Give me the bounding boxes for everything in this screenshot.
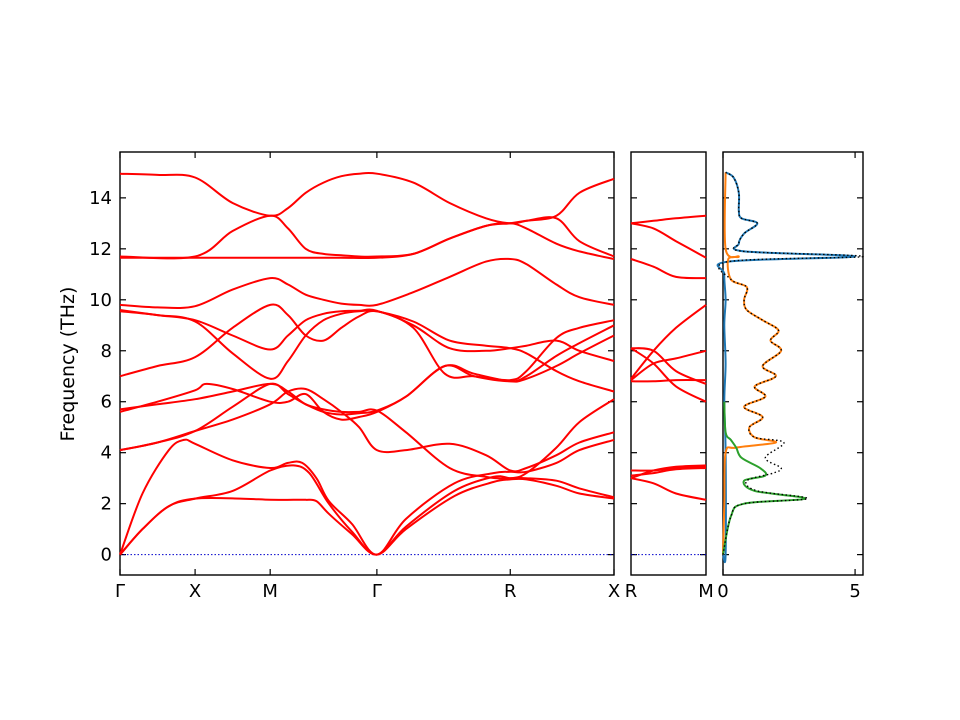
dos-partial-line — [722, 401, 806, 555]
band-line — [630, 214, 707, 225]
band-line — [630, 258, 707, 280]
band-lines-rm — [630, 214, 707, 556]
y-tick-label: 10 — [89, 290, 112, 311]
band-line — [630, 347, 707, 385]
y-axis-label: Frequency (THz) — [57, 287, 79, 442]
band-line — [119, 387, 615, 473]
band-structure-frame — [119, 151, 615, 576]
band-line — [630, 464, 707, 480]
band-line — [119, 382, 615, 480]
x-tick-label: Γ — [372, 581, 382, 602]
y-tick-label: 2 — [101, 494, 112, 515]
band-structure-panel: 0 2 4 6 8 10 12 14 Γ X M Γ R X — [89, 151, 620, 602]
band-structure-rm-frame — [630, 151, 707, 576]
y-tick-label: 14 — [89, 188, 112, 209]
dos-partial-line — [716, 171, 857, 564]
x-tick-label: Γ — [115, 581, 125, 602]
x-tick-label: 0 — [717, 581, 728, 602]
band-line — [119, 438, 615, 556]
y-tick-label: 8 — [101, 341, 112, 362]
y-tick-label: 4 — [101, 443, 112, 464]
band-line — [630, 222, 707, 259]
x-tick-label: 5 — [849, 581, 860, 602]
band-line — [119, 303, 615, 378]
x-tick-label: R — [504, 581, 517, 602]
x-tick-label: R — [625, 581, 638, 602]
band-line — [119, 324, 615, 452]
band-line — [119, 308, 615, 382]
dos-lines — [716, 171, 864, 564]
dos-total-line — [717, 171, 864, 555]
x-tick-label: X — [608, 581, 620, 602]
y-ticks: 0 2 4 6 8 10 12 14 — [89, 188, 614, 566]
band-line — [630, 347, 707, 403]
band-lines — [119, 171, 615, 556]
dos-partial-line — [722, 172, 783, 555]
band-line — [630, 304, 707, 380]
dos-frame — [722, 151, 864, 576]
y-tick-label: 6 — [101, 392, 112, 413]
band-line — [119, 334, 615, 421]
band-line — [119, 309, 615, 393]
band-line — [119, 214, 615, 260]
y-tick-label: 0 — [101, 545, 112, 566]
x-tick-label: X — [189, 581, 201, 602]
band-line — [119, 477, 615, 556]
band-line — [630, 465, 707, 472]
y-tick-label: 12 — [89, 239, 112, 260]
x-tick-label: M — [698, 581, 714, 602]
band-line — [119, 171, 615, 225]
band-line — [119, 464, 615, 556]
x-tick-label: M — [262, 581, 278, 602]
band-line — [119, 257, 615, 309]
band-line — [119, 222, 615, 260]
band-line — [630, 477, 707, 501]
band-line — [630, 379, 707, 383]
